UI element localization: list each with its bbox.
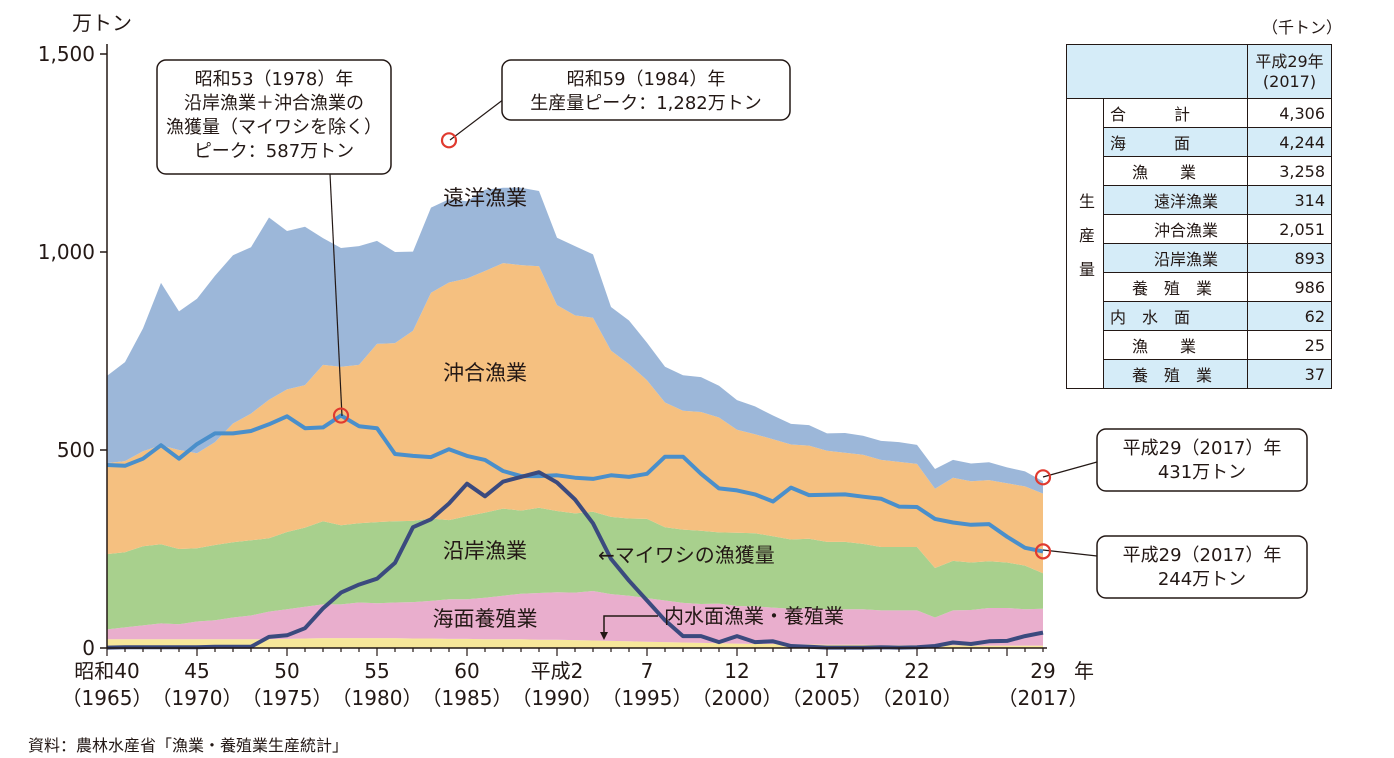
table-row-label: 海 面 [1103,127,1248,157]
x-tick-label-year: （1975） [242,686,333,710]
callout-box [156,59,392,175]
table-side-label: 生産量 [1066,98,1104,389]
callout-text: 431万トン [1158,462,1246,483]
peak-marker [1034,469,1052,486]
inland-label: 内水面漁業・養殖業 [664,604,844,628]
stacked-areas [107,187,1043,648]
table-unit: （千トン） [1262,18,1343,37]
x-tick-label: 12 [724,659,749,683]
area-2 [107,507,1043,630]
table-row-value: 4,244 [1247,127,1332,157]
area-label: 遠洋漁業 [443,186,527,210]
table-row-value: 893 [1247,243,1332,273]
source-note: 資料：農林水産省「漁業・養殖業生産統計」 [28,736,349,755]
x-tick-label-year: （1995） [602,686,693,710]
area-label: 沿岸漁業 [443,539,527,563]
x-tick-label-year: （2005） [782,686,873,710]
x-tick-label: 29 [1030,659,1055,683]
table-row-label: 養 殖 業 [1103,359,1248,389]
y-tick-label: 500 [57,438,95,462]
callout-text: 沿岸漁業＋沖合漁業の [184,93,364,114]
y-tick-label: 1,000 [38,240,95,264]
line-0 [106,413,1044,554]
area-1 [107,591,1043,646]
callout-text: 平成29（2017）年 [1123,545,1282,566]
x-tick-label: 17 [814,659,839,683]
callout-text: 244万トン [1158,569,1246,590]
callout-leader [329,173,343,417]
table-row-label: 漁 業 [1103,156,1248,186]
table-row-value: 314 [1247,185,1332,215]
table-row-label: 養 殖 業 [1103,272,1248,302]
table-row-label: 沖合漁業 [1103,214,1248,244]
callout-leader [1042,461,1098,478]
callout-text: ピーク：587万トン [194,141,354,162]
sardine-line-label: ←マイワシの漁獲量 [598,543,775,567]
table-row-label: 合 計 [1103,98,1248,128]
x-tick-label: 55 [364,659,389,683]
x-tick-label: 7 [641,659,654,683]
x-tick-label-year: （2010） [872,686,963,710]
table-row-label: 内 水 面 [1103,301,1248,331]
table-header-year: 平成29年 (2017) [1247,44,1332,99]
x-tick-label-year: （1985） [422,686,513,710]
x-tick-label-year: （1980） [332,686,423,710]
table-row-value: 37 [1247,359,1332,389]
x-tick-label-year: （1970） [152,686,243,710]
peak-marker [1034,543,1052,560]
peak-marker [332,407,350,424]
x-tick-label: 昭和40 [74,659,139,683]
table-row-value: 4,306 [1247,98,1332,128]
table-header-blank [1066,44,1248,99]
callout-text: 平成29（2017）年 [1123,438,1282,459]
x-tick-label-year: （1965） [62,686,153,710]
x-tick-label: 平成2 [531,659,584,683]
area-4 [107,187,1043,494]
callout-text: 昭和59（1984）年 [567,69,726,90]
area-label: 海面養殖業 [433,607,538,631]
table-row-value: 3,258 [1247,156,1332,186]
production-table: 平成29年 (2017) 生産量合 計 4,306 海 面 4,244 漁 業 3,258 遠… [1066,44,1332,389]
inland-arrowhead [600,632,608,640]
callout-text: 漁獲量（マイワシを除く） [166,117,382,138]
callout-leader [1042,549,1098,557]
x-tick-label: 50 [274,659,299,683]
table-row-value: 986 [1247,272,1332,302]
y-tick-label: 1,500 [38,42,95,66]
table-row-label: 沿岸漁業 [1103,243,1248,273]
callout-box [1096,535,1308,599]
x-axis-unit: 年 [1074,659,1094,683]
y-axis-unit: 万トン [72,11,132,35]
x-tick-label-year: （2017） [998,686,1089,710]
x-tick-label: 22 [904,659,929,683]
table-row-value: 2,051 [1247,214,1332,244]
table-row-label: 遠洋漁業 [1103,185,1248,215]
callout-leader [449,95,509,141]
callout-text: 昭和53（1978）年 [195,69,354,90]
table-row-value: 25 [1247,330,1332,360]
table-row-label: 漁 業 [1103,330,1248,360]
peak-marker [440,132,458,149]
x-tick-label: 60 [454,659,479,683]
table-row-value: 62 [1247,301,1332,331]
y-tick-label: 0 [82,636,95,660]
inland-pointer [603,615,658,636]
callout-box [1096,428,1308,492]
x-tick-label-year: （1990） [512,686,603,710]
area-label: 沖合漁業 [443,361,527,385]
callout-box [501,59,791,121]
x-tick-label: 45 [184,659,209,683]
x-tick-label-year: （2000） [692,686,783,710]
callout-text: 生産量ピーク：1,282万トン [530,93,762,114]
